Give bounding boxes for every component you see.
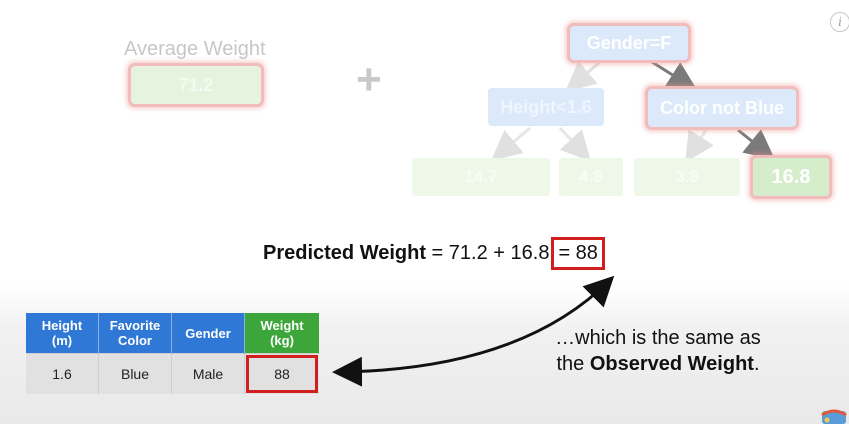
col-header-color: Favorite Color <box>98 313 172 354</box>
col-header-height: Height (m) <box>26 313 99 354</box>
formula-label: Predicted Weight <box>263 242 426 264</box>
logo-icon <box>819 405 849 424</box>
info-icon[interactable]: i <box>830 12 849 32</box>
arrow-right-leaf3 <box>685 129 714 163</box>
tree-leaf-4: 16.8 <box>753 158 829 196</box>
observed-weight-text: …which is the same as the Observed Weigh… <box>555 327 761 375</box>
tree-leaf-1: 14.7 <box>412 158 550 196</box>
average-weight-value: 71.2 <box>131 66 261 104</box>
predicted-weight-formula: Predicted Weight = 71.2 + 16.8 = 88 <box>263 237 605 270</box>
formula-result: = 88 <box>551 237 605 270</box>
cell-color: Blue <box>98 353 172 394</box>
data-table: Height (m) Favorite Color Gender Weight (kg… <box>26 313 319 394</box>
cell-height: 1.6 <box>26 353 99 394</box>
tree-right-node: Color not Blue <box>648 89 796 127</box>
cell-gender: Male <box>171 353 245 394</box>
tree-leaf-3: 3.8 <box>634 158 740 196</box>
tree-root-node: Gender=F <box>570 26 688 60</box>
arrow-root-right <box>651 60 698 91</box>
arrow-left-leaf1 <box>491 126 531 161</box>
plus-sign: + <box>356 55 382 104</box>
col-header-gender: Gender <box>171 313 245 354</box>
tree-leaf-2: 4.8 <box>559 158 623 196</box>
formula-expression: = 71.2 + 16.8 <box>426 242 550 264</box>
col-header-weight: Weight (kg) <box>244 313 319 354</box>
arrow-right-leaf4 <box>737 128 776 160</box>
average-weight-label: Average Weight <box>124 38 266 60</box>
tree-left-node: Height<1.6 <box>488 88 604 126</box>
arrow-left-leaf2 <box>558 126 592 162</box>
table-header-row: Height (m) Favorite Color Gender Weight (kg… <box>26 313 319 354</box>
arrow-root-left <box>565 60 601 92</box>
double-arrow <box>332 275 615 387</box>
cell-weight: 88 <box>244 353 319 394</box>
table-row: 1.6 Blue Male 88 <box>26 353 319 394</box>
